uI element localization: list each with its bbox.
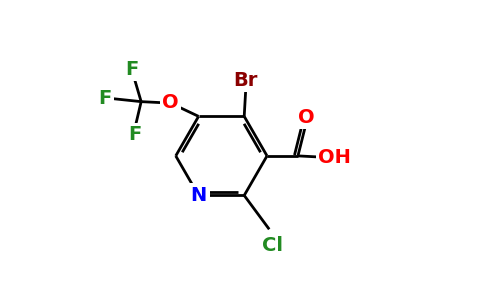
Text: Cl: Cl xyxy=(262,236,283,255)
Text: OH: OH xyxy=(318,148,351,167)
Text: F: F xyxy=(126,60,139,79)
Text: F: F xyxy=(99,89,112,108)
Text: O: O xyxy=(298,108,314,127)
Text: O: O xyxy=(162,93,179,112)
Text: Br: Br xyxy=(233,71,258,90)
Text: N: N xyxy=(190,186,207,205)
Text: F: F xyxy=(128,125,141,144)
